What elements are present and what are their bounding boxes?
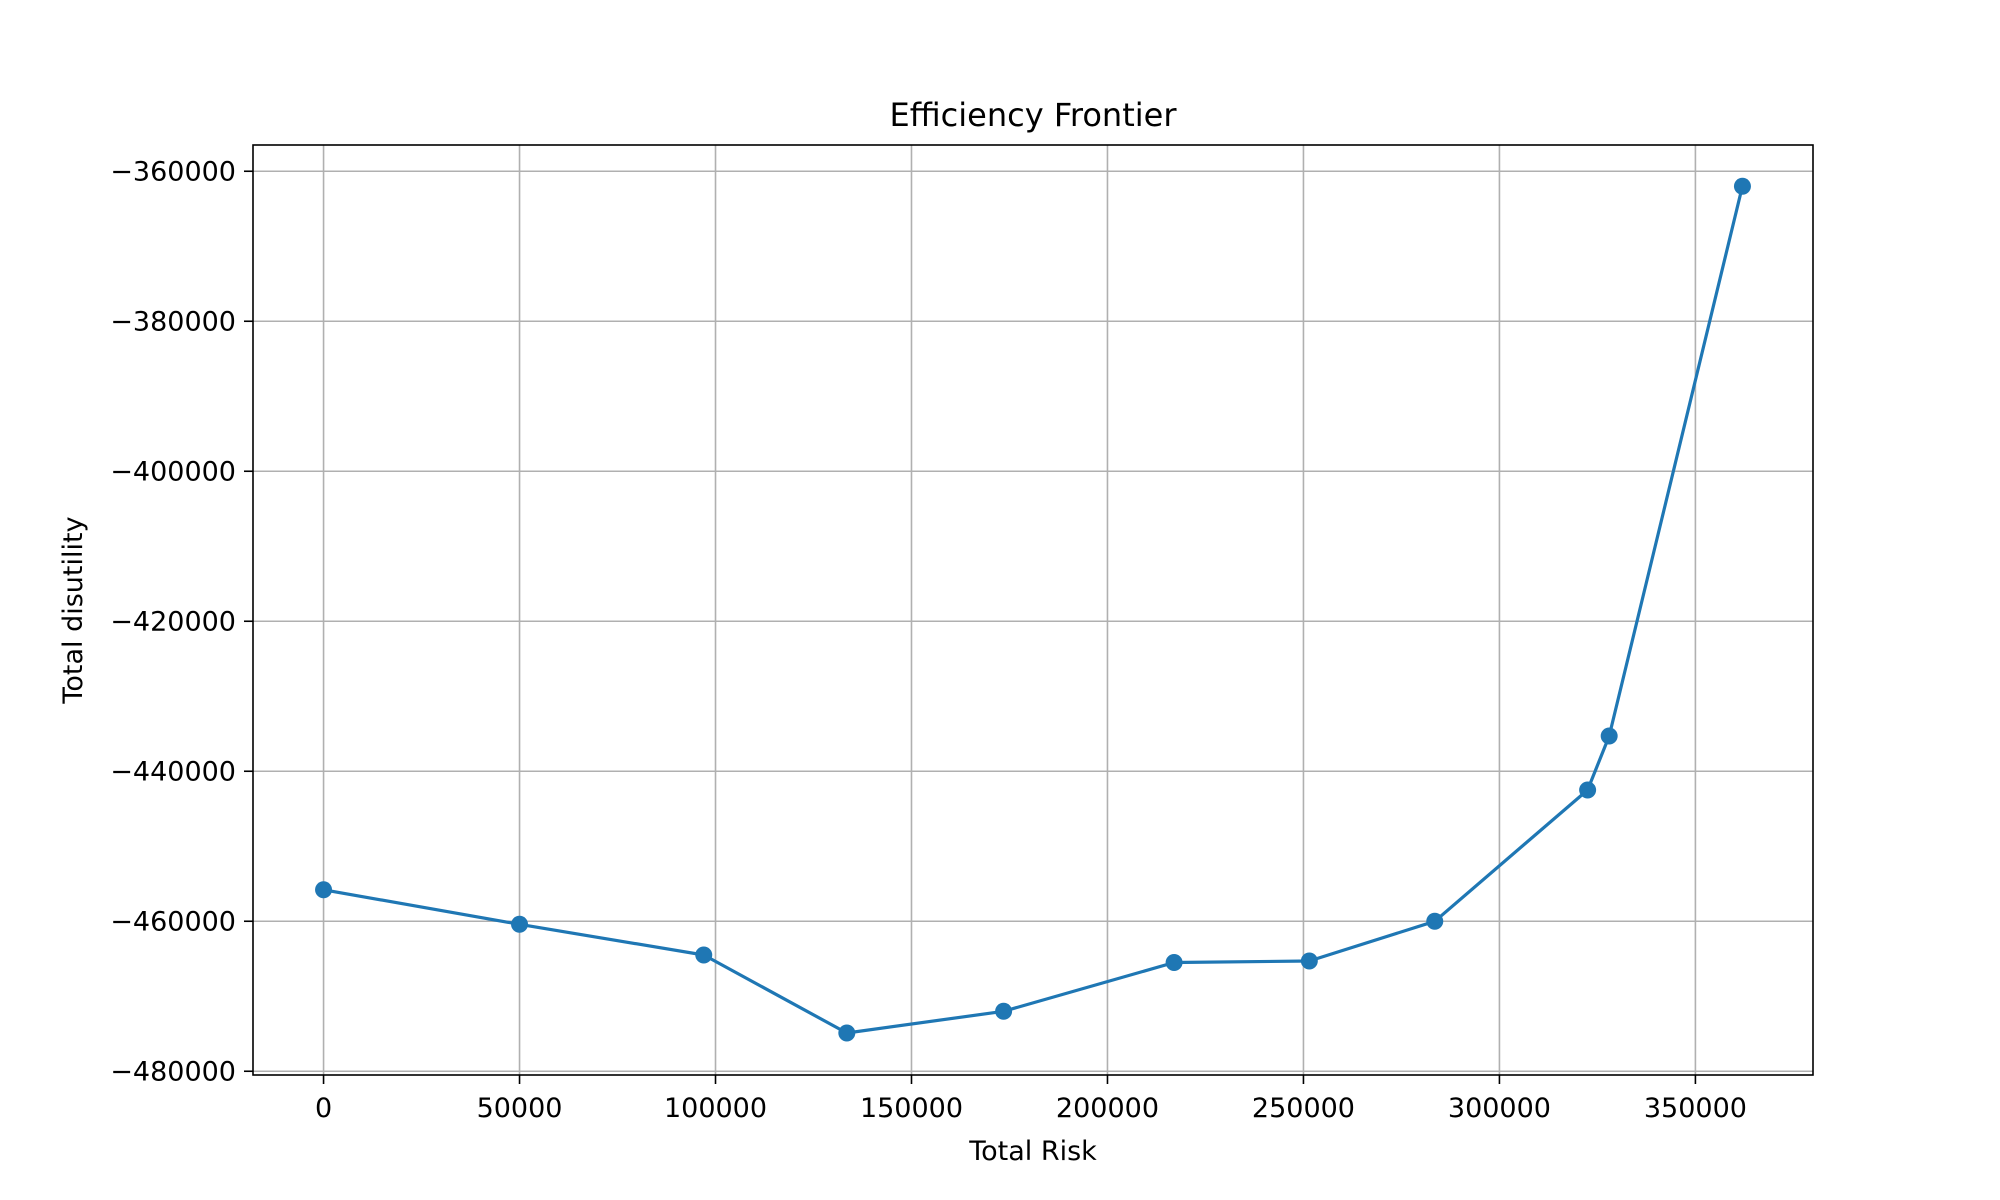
y-tick-label: −400000 xyxy=(110,456,236,487)
x-axis-label: Total Risk xyxy=(968,1136,1097,1167)
data-point xyxy=(1600,727,1618,745)
y-tick-label: −380000 xyxy=(110,306,236,337)
grid-lines xyxy=(253,145,1813,1075)
data-point xyxy=(315,881,333,899)
x-tick-label: 150000 xyxy=(860,1093,963,1124)
x-tick-label: 350000 xyxy=(1644,1093,1747,1124)
x-tick-label: 50000 xyxy=(477,1093,563,1124)
data-point xyxy=(1165,954,1183,971)
y-tick-label: −420000 xyxy=(110,606,236,637)
x-tick-label: 250000 xyxy=(1252,1093,1355,1124)
data-series xyxy=(315,177,1751,1042)
y-tick-label: −440000 xyxy=(110,756,236,787)
y-axis-ticks: −360000 −380000 −400000 −420000 −440000 −4600… xyxy=(110,156,253,1087)
data-point xyxy=(995,1002,1013,1020)
plot-frame xyxy=(252,144,1814,1076)
x-axis-ticks: 0 50000 100000 150000 200000 250000 300000 3500… xyxy=(315,1075,1747,1124)
series-line xyxy=(322,184,1745,1035)
y-axis-label: Total disutility xyxy=(58,516,89,704)
data-point xyxy=(1300,952,1318,970)
x-tick-label: 200000 xyxy=(1056,1093,1159,1124)
chart-title: Efficiency Frontier xyxy=(890,96,1178,134)
data-point xyxy=(695,946,713,964)
data-point xyxy=(1579,781,1597,799)
x-tick-label: 100000 xyxy=(664,1093,767,1124)
x-tick-label: 0 xyxy=(315,1093,332,1124)
data-point xyxy=(838,1024,856,1042)
x-tick-label: 300000 xyxy=(1448,1093,1551,1124)
data-point xyxy=(511,915,529,933)
y-tick-label: −360000 xyxy=(110,156,236,187)
y-tick-label: −460000 xyxy=(110,906,236,937)
data-point xyxy=(1733,177,1751,195)
y-tick-label: −480000 xyxy=(110,1056,236,1087)
data-point xyxy=(1426,912,1444,930)
